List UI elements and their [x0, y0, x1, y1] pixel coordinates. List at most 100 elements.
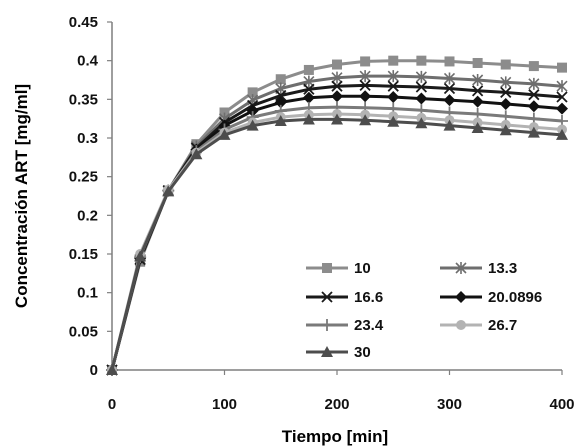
- data-point: [471, 85, 484, 97]
- data-point: [556, 102, 568, 115]
- data-point: [415, 117, 428, 129]
- legend-item: 10: [306, 260, 371, 277]
- data-point: [302, 91, 315, 104]
- data-point: [472, 74, 484, 86]
- data-point: [275, 89, 287, 102]
- data-point: [500, 76, 512, 89]
- data-point: [360, 56, 371, 67]
- data-point: [527, 100, 540, 113]
- y-tick-label: 0.3: [77, 130, 98, 147]
- data-point: [556, 80, 568, 93]
- data-point: [387, 70, 399, 83]
- data-point: [444, 56, 455, 67]
- series-23.4: [106, 101, 568, 376]
- data-point: [416, 55, 427, 66]
- legend-marker: [321, 291, 333, 303]
- data-point: [499, 124, 512, 136]
- y-tick-label: 0.25: [69, 169, 98, 186]
- data-point: [443, 82, 456, 95]
- legend-item: 20.0896: [440, 289, 542, 306]
- data-point: [359, 90, 372, 103]
- data-point: [499, 97, 512, 110]
- series-26.7: [107, 109, 567, 375]
- data-point: [387, 80, 399, 92]
- data-point: [246, 119, 259, 131]
- y-tick-label: 0.4: [77, 53, 99, 70]
- x-tick-label: 200: [324, 396, 349, 413]
- legend-marker: [455, 262, 467, 274]
- data-point: [415, 92, 428, 105]
- data-point: [500, 86, 512, 99]
- series-layer: [106, 55, 568, 376]
- legend-label: 20.0896: [488, 289, 542, 306]
- y-axis-title: Concentración ART [mg/ml]: [12, 84, 31, 308]
- legend-label: 16.6: [354, 289, 383, 306]
- data-point: [106, 364, 118, 375]
- data-point: [331, 90, 343, 103]
- legend-marker: [456, 320, 466, 330]
- legend-item: 26.7: [440, 317, 517, 334]
- data-point: [557, 62, 567, 73]
- y-tick-label: 0.35: [69, 91, 98, 108]
- x-tick-label: 0: [108, 396, 116, 413]
- data-point: [331, 113, 343, 125]
- legend-label: 30: [354, 344, 371, 361]
- data-point: [246, 104, 259, 117]
- data-point: [528, 77, 540, 90]
- data-point: [528, 61, 539, 72]
- y-tick-label: 0.45: [69, 14, 98, 31]
- x-tick-label: 300: [437, 396, 462, 413]
- data-point: [218, 128, 231, 140]
- data-point: [302, 113, 315, 125]
- legend-label: 26.7: [488, 317, 517, 334]
- data-point: [415, 81, 428, 93]
- data-point: [303, 64, 314, 75]
- y-tick-labels: 0 0.05 0.1 0.15 0.2 0.25 0.3 0.35 0.4 0.45: [69, 14, 112, 379]
- x-tick-label: 400: [549, 396, 574, 413]
- data-point: [162, 185, 175, 197]
- legend-marker: [455, 291, 467, 303]
- legend-label: 13.3: [488, 260, 517, 277]
- data-point: [387, 115, 400, 127]
- series-30: [106, 113, 568, 375]
- x-tick-labels: 0 100 200 300 400: [108, 370, 575, 413]
- data-point: [500, 59, 511, 70]
- legend-marker: [321, 346, 333, 357]
- data-point: [303, 83, 315, 95]
- legend-item: 13.3: [440, 260, 517, 277]
- legend-item: 23.4: [306, 317, 384, 334]
- data-point: [556, 128, 568, 140]
- legend-label: 23.4: [354, 317, 384, 334]
- data-point: [274, 114, 287, 126]
- data-point: [528, 89, 540, 101]
- data-point: [415, 70, 427, 83]
- y-tick-label: 0.1: [77, 285, 98, 302]
- data-point: [388, 55, 399, 66]
- data-point: [190, 148, 203, 160]
- data-point: [527, 126, 540, 138]
- data-point: [472, 57, 483, 68]
- y-tick-label: 0.05: [69, 323, 98, 340]
- data-point: [274, 96, 287, 109]
- data-point: [556, 91, 568, 103]
- data-point: [331, 80, 343, 92]
- data-point: [359, 114, 372, 126]
- data-point: [471, 121, 484, 133]
- legend: 10 13.3 16.6 20.0896 23.4 26.7 30: [306, 260, 542, 361]
- data-point: [219, 107, 230, 118]
- data-point: [359, 70, 371, 83]
- data-point: [387, 91, 400, 104]
- x-tick-label: 100: [212, 396, 237, 413]
- data-point: [471, 95, 484, 108]
- y-tick-label: 0.15: [69, 246, 98, 263]
- y-tick-label: 0: [90, 362, 98, 379]
- data-point: [359, 79, 371, 92]
- legend-marker: [322, 263, 332, 273]
- x-axis-title: Tiempo [min]: [282, 427, 388, 446]
- y-tick-label: 0.2: [77, 207, 98, 224]
- legend-item: 30: [306, 344, 371, 361]
- data-point: [443, 94, 456, 107]
- data-point: [331, 71, 343, 84]
- data-point: [275, 74, 286, 85]
